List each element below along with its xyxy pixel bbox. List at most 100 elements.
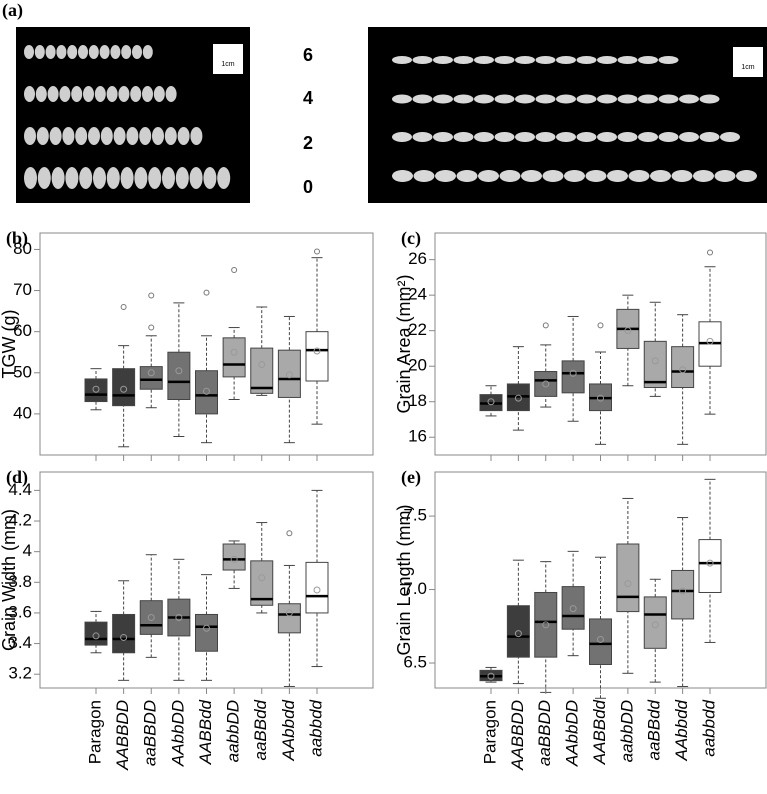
grain <box>392 56 412 64</box>
grain <box>120 167 134 189</box>
scale-label: 1cm <box>741 64 754 71</box>
mean <box>175 614 183 622</box>
mean <box>597 636 604 644</box>
grain <box>456 170 478 182</box>
grain <box>597 94 617 104</box>
scale-label: 1cm <box>221 61 234 68</box>
grain <box>36 127 49 145</box>
grain <box>88 45 99 59</box>
y-tick-label: 3.4 <box>8 633 32 652</box>
grain <box>515 56 535 64</box>
x-tick-label: aaBBDD <box>535 700 554 766</box>
box <box>305 331 329 382</box>
mean <box>203 624 210 632</box>
x-tick-label: AAbbDD <box>168 700 187 767</box>
box <box>277 349 301 398</box>
mean <box>514 394 522 402</box>
grain <box>474 56 494 64</box>
grain <box>433 94 453 104</box>
grain <box>494 94 515 104</box>
grain <box>79 167 93 189</box>
row-label: 4 <box>303 88 313 108</box>
grain <box>47 86 59 102</box>
mean <box>487 398 495 406</box>
grain <box>130 86 142 102</box>
panel-label: (b) <box>6 228 28 249</box>
grain <box>453 56 474 64</box>
grain <box>106 167 120 189</box>
grain <box>51 167 65 189</box>
grain <box>535 56 556 64</box>
grain <box>576 132 597 142</box>
grain <box>75 127 88 145</box>
row-label: 6 <box>303 45 313 65</box>
box <box>589 618 612 665</box>
box <box>250 560 274 606</box>
mean <box>624 580 632 588</box>
outlier <box>597 322 604 329</box>
y-tick-label: 24 <box>408 285 427 304</box>
x-tick-label: AABBdd <box>590 699 609 765</box>
box <box>616 543 640 613</box>
y-tick-label: 16 <box>408 427 427 446</box>
mean <box>147 369 155 377</box>
outlier <box>286 530 293 537</box>
grain <box>165 86 177 102</box>
grain <box>478 170 499 182</box>
grain <box>132 45 142 59</box>
grain <box>638 56 658 64</box>
x-tick-label: aabbdd <box>699 699 718 756</box>
x-tick-label: AAbbdd <box>672 699 691 761</box>
grain <box>45 45 56 59</box>
y-axis-label: Grain Length (mm) <box>394 504 414 655</box>
grain <box>35 86 47 102</box>
grain <box>658 56 679 64</box>
box <box>195 613 218 652</box>
mean <box>651 621 659 629</box>
row-label: 0 <box>303 177 313 197</box>
box <box>561 360 585 394</box>
grain <box>585 170 607 182</box>
mean <box>203 387 210 395</box>
y-tick-label: 3.8 <box>8 572 32 591</box>
mean <box>147 614 155 622</box>
grain <box>164 127 177 145</box>
grain <box>556 132 576 142</box>
y-tick-label: 4 <box>23 541 32 560</box>
y-axis-label: TGW (g) <box>0 310 19 379</box>
grain <box>121 45 132 59</box>
row-label: 2 <box>303 133 313 153</box>
grain <box>576 94 597 104</box>
y-tick-label: 50 <box>13 362 32 381</box>
grain <box>714 170 736 182</box>
mean <box>230 555 238 563</box>
mean <box>624 327 632 335</box>
grain <box>142 45 153 59</box>
grain <box>535 94 556 104</box>
grain <box>177 127 190 145</box>
mean <box>487 672 495 680</box>
box <box>277 603 301 634</box>
mean <box>679 366 687 374</box>
grain <box>413 170 435 182</box>
x-tick-label: AAbbdd <box>279 699 298 761</box>
y-tick-label: 20 <box>408 356 427 375</box>
outlier <box>203 289 210 296</box>
y-tick-label: 7.0 <box>403 579 427 598</box>
grain <box>152 127 164 145</box>
grain <box>175 167 189 189</box>
panel-label: (a) <box>2 0 23 21</box>
box <box>643 596 667 649</box>
y-tick-label: 70 <box>13 280 32 299</box>
grain <box>392 170 413 182</box>
mean <box>120 385 128 393</box>
x-tick-label: aaBBDD <box>141 700 160 766</box>
grain <box>435 170 456 182</box>
grain <box>474 94 494 104</box>
y-axis-label: Grain Width (mm) <box>0 509 19 651</box>
y-tick-label: 4.4 <box>8 480 32 499</box>
grain <box>699 94 720 104</box>
grain <box>93 167 106 189</box>
outlier <box>707 249 713 256</box>
grain <box>49 127 62 145</box>
